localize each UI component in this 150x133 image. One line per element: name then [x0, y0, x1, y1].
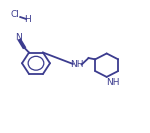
Text: H: H — [24, 15, 31, 24]
Text: N: N — [15, 33, 22, 42]
Text: NH: NH — [70, 60, 84, 69]
Text: NH: NH — [106, 78, 119, 87]
Text: Cl: Cl — [10, 10, 19, 19]
